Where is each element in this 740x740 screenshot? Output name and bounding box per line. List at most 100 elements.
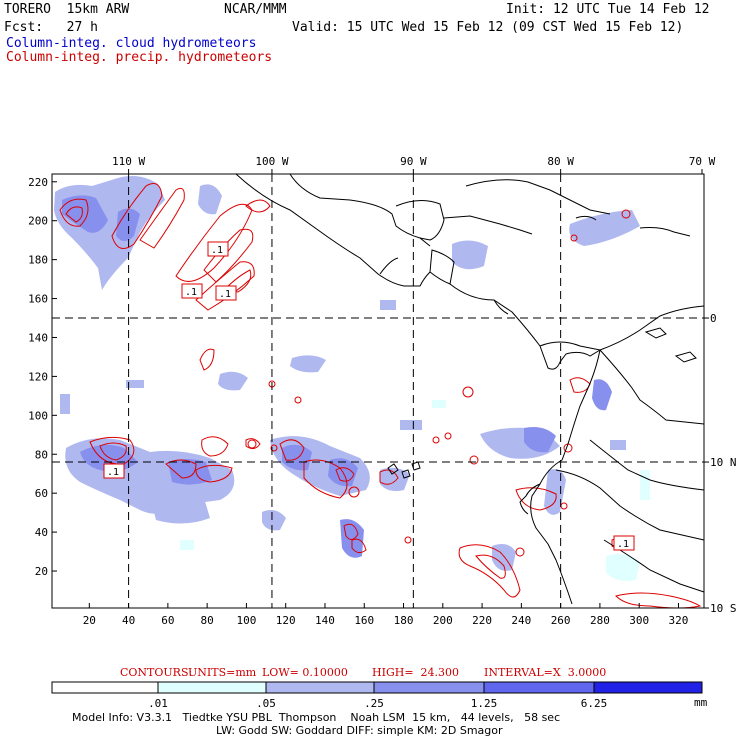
y-tick-label: 180 (28, 254, 48, 267)
cloud-patch (400, 420, 422, 430)
coastline-gulf (289, 173, 431, 247)
contour-label-text: .1 (211, 245, 223, 256)
contour-label-text: .1 (107, 467, 119, 478)
cloud-patch (62, 195, 108, 233)
model-info: Model Info: V3.3.1 Tiedtke YSU PBL Thomp… (72, 711, 561, 724)
cloud-patch (610, 440, 626, 450)
cloud-patch (640, 470, 650, 500)
x-tick-label: 20 (83, 614, 96, 627)
x-tick-label: 220 (472, 614, 492, 627)
forecast-hour: Fcst: 27 h (4, 20, 98, 35)
x-tick-label: 40 (122, 614, 135, 627)
y-tick-label: 120 (28, 370, 48, 383)
border-sa-1 (589, 439, 705, 491)
precip-cell (348, 486, 360, 498)
precip-cell (621, 209, 631, 219)
y-tick-label: 60 (35, 487, 48, 500)
cloud-shading (54, 176, 650, 581)
precip-cell (444, 432, 452, 440)
contour-label-box: .1 (215, 285, 237, 301)
precip-contour (165, 459, 197, 479)
precip-contour (139, 187, 185, 249)
precip-contour (89, 436, 135, 465)
x-tick-label: 100 (236, 614, 256, 627)
precip-cell (294, 396, 302, 404)
y-tick-label: 40 (35, 526, 48, 539)
colorbar-level-label: .01 (148, 697, 168, 710)
colorbar-swatch-0 (51, 681, 159, 694)
cloud-patch (340, 519, 364, 558)
x-tick-label: 80 (201, 614, 214, 627)
precip-contour (245, 438, 261, 450)
border-sa-3 (603, 539, 705, 593)
border-ca-2 (429, 271, 451, 285)
precip-contour (99, 442, 127, 461)
cloud-patch (116, 208, 140, 241)
x-tick-label: 180 (394, 614, 414, 627)
valid-time: Valid: 15 UTC Wed 15 Feb 12 (09 CST Wed … (292, 20, 684, 35)
physics-info: LW: Godd SW: Goddard DIFF: simple KM: 2D… (216, 724, 503, 737)
contours-label: CONTOURS: (120, 666, 193, 679)
precip-cell (404, 536, 412, 544)
contours-interval: INTERVAL=X 3.0000 (484, 666, 607, 679)
center-title: NCAR/MMM (224, 2, 287, 17)
y-tick-label: 80 (35, 448, 48, 461)
coastline-yucatan (395, 200, 445, 241)
colorbar-swatch-4 (483, 681, 595, 694)
cloud-patch (150, 493, 210, 524)
cloud-patch (168, 459, 212, 485)
precip-cell (560, 502, 568, 510)
cloud-patch (452, 240, 488, 270)
latlon-grid (52, 174, 704, 608)
x-tick-label: 280 (590, 614, 610, 627)
contour-label-box: .1 (181, 283, 203, 299)
x-axis: 20 40 60 80 100 120 140 160 180 200 220 240 260 280 30… (83, 603, 689, 627)
precip-contour (279, 439, 305, 461)
precip-contour (199, 348, 215, 371)
precip-contour (351, 538, 367, 554)
cloud-patch (290, 355, 326, 373)
colorbar-swatch-2 (265, 681, 375, 694)
x-tick-label: 160 (354, 614, 374, 627)
plot-frame (51, 173, 705, 609)
lat-label: 0 (710, 312, 717, 325)
precip-contour (222, 269, 252, 293)
lon-label: 90 W (400, 155, 427, 168)
precip-contour (245, 199, 271, 213)
contour-label-text: .1 (617, 539, 629, 550)
longitude-labels: 110 W 100 W 90 W 80 W 70 W (112, 155, 716, 174)
precip-contour (65, 206, 83, 223)
cloud-patch (592, 379, 612, 411)
y-tick-label: 20 (35, 565, 48, 578)
x-tick-label: 60 (161, 614, 174, 627)
border-ca-3 (493, 299, 509, 315)
model-title: TORERO 15km ARW (4, 2, 130, 17)
coastline-north-america (235, 173, 601, 370)
precip-contour (515, 487, 557, 511)
cloud-patch (126, 380, 144, 388)
x-tick-label: 320 (669, 614, 689, 627)
precip-contour (458, 544, 521, 598)
colorbar-level-label: .25 (364, 697, 384, 710)
contour-label-text: .1 (219, 289, 231, 300)
colorbar-level-label: 1.25 (471, 697, 498, 710)
colorbar (51, 681, 703, 694)
y-tick-label: 140 (28, 331, 48, 344)
precip-cell (570, 234, 578, 242)
precip-field-title: Column-integ. precip. hydrometeors (6, 50, 273, 65)
precip-cell (469, 455, 479, 465)
lon-label: 80 W (547, 155, 574, 168)
coastlines (235, 173, 705, 605)
cloud-patch (432, 400, 446, 408)
border-andes (599, 349, 705, 425)
precip-cell (270, 444, 278, 452)
precip-cell (462, 386, 474, 398)
x-tick-label: 260 (551, 614, 571, 627)
lon-label: 70 W (689, 155, 716, 168)
precip-contour (111, 183, 163, 249)
precip-contour (195, 464, 233, 483)
contour-label-box: .1 (103, 463, 125, 479)
colorbar-swatch-1 (157, 681, 267, 694)
x-tick-label: 300 (629, 614, 649, 627)
